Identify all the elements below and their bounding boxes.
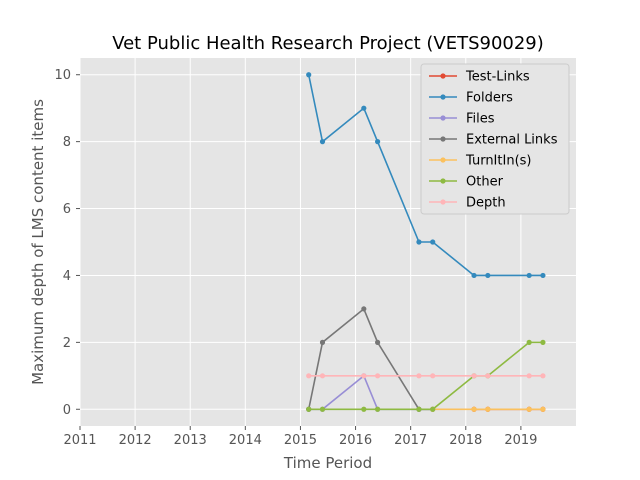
data-point-folders — [485, 272, 491, 279]
data-point-other — [306, 406, 312, 412]
data-point-folders — [361, 105, 367, 111]
y-tick-label: 0 — [63, 403, 71, 418]
legend-label-other: Other — [466, 175, 504, 190]
y-axis-title: Maximum depth of LMS content items — [29, 99, 47, 385]
legend-marker-external-links — [440, 136, 446, 142]
x-tick-label: 2015 — [284, 433, 317, 448]
data-point-other — [430, 406, 436, 412]
data-point-depth — [375, 373, 381, 379]
legend-marker-turnitin-s — [440, 157, 446, 163]
legend-marker-other — [440, 178, 446, 184]
data-point-depth — [319, 373, 326, 379]
data-point-turnitin-s — [471, 406, 477, 412]
data-point-depth — [430, 373, 436, 379]
chart-title: Vet Public Health Research Project (VETS… — [112, 33, 544, 54]
legend-label-external-links: External Links — [466, 133, 558, 148]
x-tick-label: 2016 — [339, 433, 372, 448]
data-point-other — [416, 406, 422, 412]
data-point-depth — [485, 373, 491, 379]
data-point-folders — [306, 72, 312, 78]
y-tick-label: 6 — [63, 202, 71, 217]
x-tick-label: 2018 — [449, 433, 482, 448]
data-point-folders — [416, 239, 422, 245]
data-point-other — [361, 406, 367, 412]
legend: Test-Links Folders Files External Links Turn… — [420, 63, 570, 215]
data-point-external-links — [319, 339, 326, 345]
data-point-turnitin-s — [526, 406, 532, 412]
legend-marker-test-links — [440, 73, 446, 79]
x-tick-label: 2013 — [174, 433, 207, 448]
data-point-folders — [471, 272, 477, 279]
legend-label-depth: Depth — [466, 196, 506, 211]
y-tick-label: 8 — [63, 135, 71, 150]
legend-label-turnitin-s: TurnItIn(s) — [465, 154, 531, 169]
legend-label-folders: Folders — [466, 91, 513, 106]
data-point-depth — [471, 373, 477, 379]
data-point-external-links — [361, 306, 367, 312]
legend-label-test-links: Test-Links — [465, 70, 530, 85]
data-point-depth — [361, 373, 367, 379]
data-point-other — [526, 339, 532, 345]
data-point-other — [375, 406, 381, 412]
data-point-folders — [319, 139, 326, 145]
x-tick-label: 2017 — [394, 433, 427, 448]
data-point-depth — [306, 373, 312, 379]
data-point-turnitin-s — [485, 406, 491, 412]
data-point-depth — [416, 373, 422, 379]
series-line-folders — [307, 74, 543, 277]
legend-marker-files — [440, 115, 446, 121]
legend-marker-folders — [440, 94, 446, 100]
legend-box — [420, 63, 570, 215]
x-tick-label: 2012 — [119, 433, 152, 448]
data-point-depth — [540, 373, 546, 379]
series-line-other — [308, 341, 543, 411]
data-point-folders — [375, 139, 381, 145]
series-layer — [306, 72, 546, 412]
legend-label-files: Files — [466, 112, 495, 127]
data-point-external-links — [375, 339, 381, 345]
x-tick-label: 2019 — [504, 433, 537, 448]
axes-layer: 2011 2012 2013 2014 2015 2016 2017 2018 2019 0 2 4 6… — [54, 68, 537, 448]
data-point-folders — [526, 272, 532, 279]
legend-marker-depth — [440, 199, 446, 205]
y-tick-label: 2 — [63, 336, 71, 351]
data-point-folders — [540, 272, 546, 279]
y-tick-label: 10 — [54, 68, 71, 83]
x-tick-label: 2014 — [229, 433, 262, 448]
x-axis-title: Time Period — [283, 454, 372, 472]
data-point-turnitin-s — [540, 406, 546, 412]
data-point-folders — [430, 239, 436, 245]
data-point-other — [319, 406, 326, 412]
y-tick-label: 4 — [63, 269, 71, 284]
x-tick-label: 2011 — [63, 433, 96, 448]
data-point-depth — [526, 373, 532, 379]
data-point-other — [540, 339, 546, 345]
